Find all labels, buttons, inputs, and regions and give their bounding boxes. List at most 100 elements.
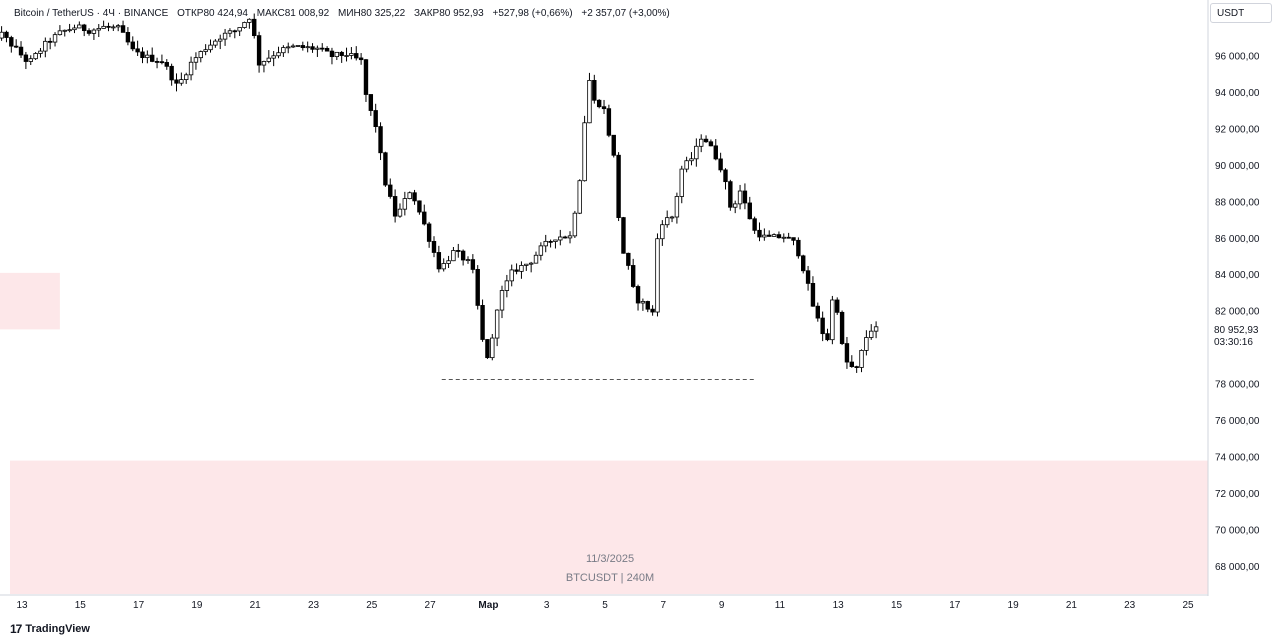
candle [747, 196, 752, 220]
symbol-name[interactable]: Bitcoin / TetherUS · 4Ч · BINANCE [14, 8, 169, 19]
candle [383, 151, 388, 187]
candle [548, 239, 553, 248]
x-tick-label: 25 [1182, 600, 1194, 611]
y-tick-label: 94 000,00 [1215, 88, 1260, 99]
candle-body-down [23, 54, 29, 62]
last-price-label: 80 952,93 03:30:16 [1214, 325, 1259, 349]
candle-body-down [839, 311, 845, 344]
candle-body-up [674, 196, 680, 218]
candle [111, 24, 116, 31]
candle [18, 41, 24, 58]
candle [150, 47, 155, 63]
zone-rect-1 [0, 272, 60, 330]
candle-body-down [47, 40, 53, 43]
candle [441, 258, 446, 272]
y-tick-label: 82 000,00 [1215, 307, 1260, 318]
candle-body-down [630, 265, 636, 287]
candle-body-up [247, 18, 252, 23]
candle-body-up [698, 138, 704, 147]
candle [344, 47, 349, 62]
candle [572, 210, 578, 238]
candle-body-down [810, 283, 816, 307]
candle [115, 23, 121, 32]
candle [524, 263, 529, 271]
candle [300, 41, 306, 51]
candle-body-up [533, 254, 539, 264]
x-tick-label: 7 [661, 600, 667, 611]
candle-body-up [72, 27, 77, 31]
currency-selector[interactable]: USDT [1210, 3, 1272, 23]
candle-body-down [708, 141, 714, 147]
candle [9, 35, 14, 53]
candle [23, 51, 29, 70]
tradingview-brand[interactable]: 17 TradingView [10, 622, 90, 636]
candle [402, 191, 408, 216]
candle [256, 31, 262, 73]
candle-body-up [67, 29, 72, 32]
candle [33, 52, 38, 60]
candle [815, 302, 820, 322]
candle-body-down [592, 80, 597, 101]
candle-body-up [582, 122, 587, 182]
candle [47, 37, 53, 50]
supply-zones [0, 272, 1208, 594]
candle [698, 134, 704, 153]
candle [198, 50, 203, 63]
y-tick-label: 68 000,00 [1215, 562, 1260, 573]
candle-body-up [446, 260, 451, 264]
candle [310, 43, 315, 53]
y-tick-label: 72 000,00 [1215, 489, 1260, 500]
candle [373, 103, 378, 133]
candle-body-up [869, 330, 874, 338]
candle-body-up [193, 57, 199, 63]
candle-body-up [38, 50, 43, 54]
candle [222, 28, 228, 46]
candle [869, 324, 874, 340]
candle-body-down [854, 366, 859, 368]
candle [733, 200, 738, 214]
candle [630, 258, 636, 289]
candle-body-down [125, 31, 131, 43]
candle [703, 135, 709, 143]
candle-body-up [315, 47, 320, 50]
candle [737, 184, 743, 210]
candle [237, 27, 242, 36]
candle-body-up [553, 239, 558, 242]
time-axis: 13 15 17 19 21 23 25 27 Мар 3 5 7 9 11 13 15 17 19 21 23 25 [16, 600, 1194, 611]
candle-body-down [718, 158, 723, 171]
candle-body-down [562, 236, 568, 239]
candle [859, 349, 864, 373]
candle-body-up [679, 168, 684, 197]
candle [101, 20, 106, 29]
candle-body-down [169, 65, 174, 81]
candle-body-down [106, 25, 111, 28]
candle [771, 233, 777, 237]
candle-body-up [397, 208, 403, 217]
candle-body-down [417, 200, 422, 213]
candle [514, 263, 519, 275]
x-tick-label: 17 [133, 600, 145, 611]
candle [776, 231, 782, 239]
candle-body-down [159, 61, 165, 64]
candle-body-down [611, 134, 616, 156]
watermark-info: BTCUSDT | 240M [565, 572, 655, 584]
candle-body-up [572, 212, 578, 237]
high-value: 81 008,92 [284, 8, 330, 19]
candle [577, 179, 582, 215]
candle-body-up [305, 46, 310, 49]
candle [213, 39, 218, 48]
candle-body-up [242, 22, 247, 28]
change-value-2: +2 357,07 (+3,00%) [581, 8, 670, 19]
candle-body-up [490, 337, 495, 359]
candle [805, 265, 811, 291]
candle-body-down [135, 48, 140, 53]
candle-body-up [28, 58, 33, 62]
candle-body-up [669, 216, 675, 219]
candle [742, 183, 748, 210]
candle [203, 44, 208, 56]
candle [13, 39, 19, 49]
candle [635, 284, 641, 311]
candle-body-up [664, 217, 670, 226]
x-tick-label: 23 [308, 600, 320, 611]
